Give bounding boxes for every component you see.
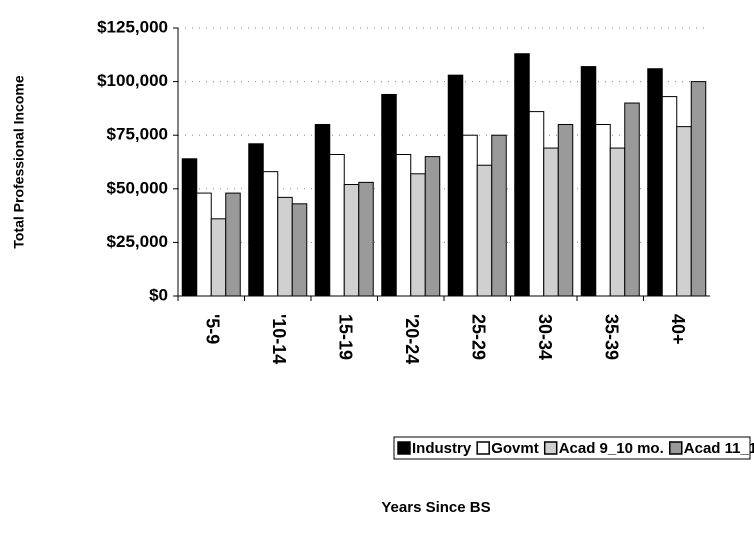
bar bbox=[647, 68, 663, 297]
bar bbox=[262, 171, 279, 297]
legend-swatch bbox=[543, 441, 558, 455]
x-tick-label: 25-29 bbox=[469, 314, 489, 360]
y-tick-label: $50,000 bbox=[107, 178, 168, 197]
bar bbox=[225, 192, 241, 297]
legend-label: Industry bbox=[412, 440, 472, 457]
y-axis-label: Total Professional Income bbox=[11, 75, 27, 248]
bar bbox=[424, 156, 441, 297]
bar bbox=[381, 93, 397, 297]
legend-label: Acad 9_10 mo. bbox=[559, 440, 664, 457]
legend-label: Acad 11_12 mo. bbox=[684, 440, 754, 457]
legend-swatch bbox=[669, 441, 683, 455]
bar bbox=[447, 74, 464, 297]
y-tick-label: $125,000 bbox=[97, 17, 168, 36]
bar bbox=[595, 123, 611, 297]
bar bbox=[329, 153, 345, 297]
y-tick-label: $25,000 bbox=[107, 232, 168, 251]
bar bbox=[210, 218, 227, 297]
bar bbox=[661, 96, 678, 297]
x-tick-label: 30-34 bbox=[535, 314, 555, 360]
bar bbox=[624, 102, 640, 297]
bar bbox=[528, 111, 545, 297]
bar bbox=[543, 147, 559, 297]
y-tick-label: $100,000 bbox=[97, 71, 168, 90]
legend-swatch bbox=[476, 441, 490, 455]
x-tick-label: '10-14 bbox=[269, 314, 289, 364]
x-tick-label: 15-19 bbox=[336, 314, 356, 360]
bar bbox=[476, 164, 493, 297]
x-tick-label: '5-9 bbox=[203, 314, 223, 344]
y-tick-label: $75,000 bbox=[107, 125, 168, 144]
bar bbox=[491, 134, 507, 297]
bar bbox=[580, 66, 597, 297]
bar bbox=[690, 81, 707, 297]
bar bbox=[343, 184, 360, 297]
bar bbox=[181, 158, 198, 297]
bar bbox=[196, 192, 212, 297]
y-tick-label: $0 bbox=[149, 285, 168, 304]
bar bbox=[557, 123, 574, 297]
bar bbox=[358, 181, 374, 297]
bar bbox=[514, 53, 530, 297]
x-tick-label: 35-39 bbox=[602, 314, 622, 360]
x-axis-label: Years Since BS bbox=[381, 499, 490, 516]
bar bbox=[462, 134, 478, 297]
bar bbox=[395, 153, 412, 297]
bar bbox=[291, 203, 308, 297]
bar bbox=[609, 147, 626, 297]
bar bbox=[277, 196, 293, 297]
bar bbox=[314, 123, 331, 297]
bar bbox=[410, 173, 426, 297]
bar bbox=[676, 126, 692, 297]
x-tick-label: '20-24 bbox=[402, 314, 422, 364]
legend-label: Govmt bbox=[491, 440, 539, 457]
x-tick-label: 40+ bbox=[668, 314, 688, 345]
legend-swatch bbox=[397, 441, 411, 455]
bar bbox=[248, 143, 264, 297]
